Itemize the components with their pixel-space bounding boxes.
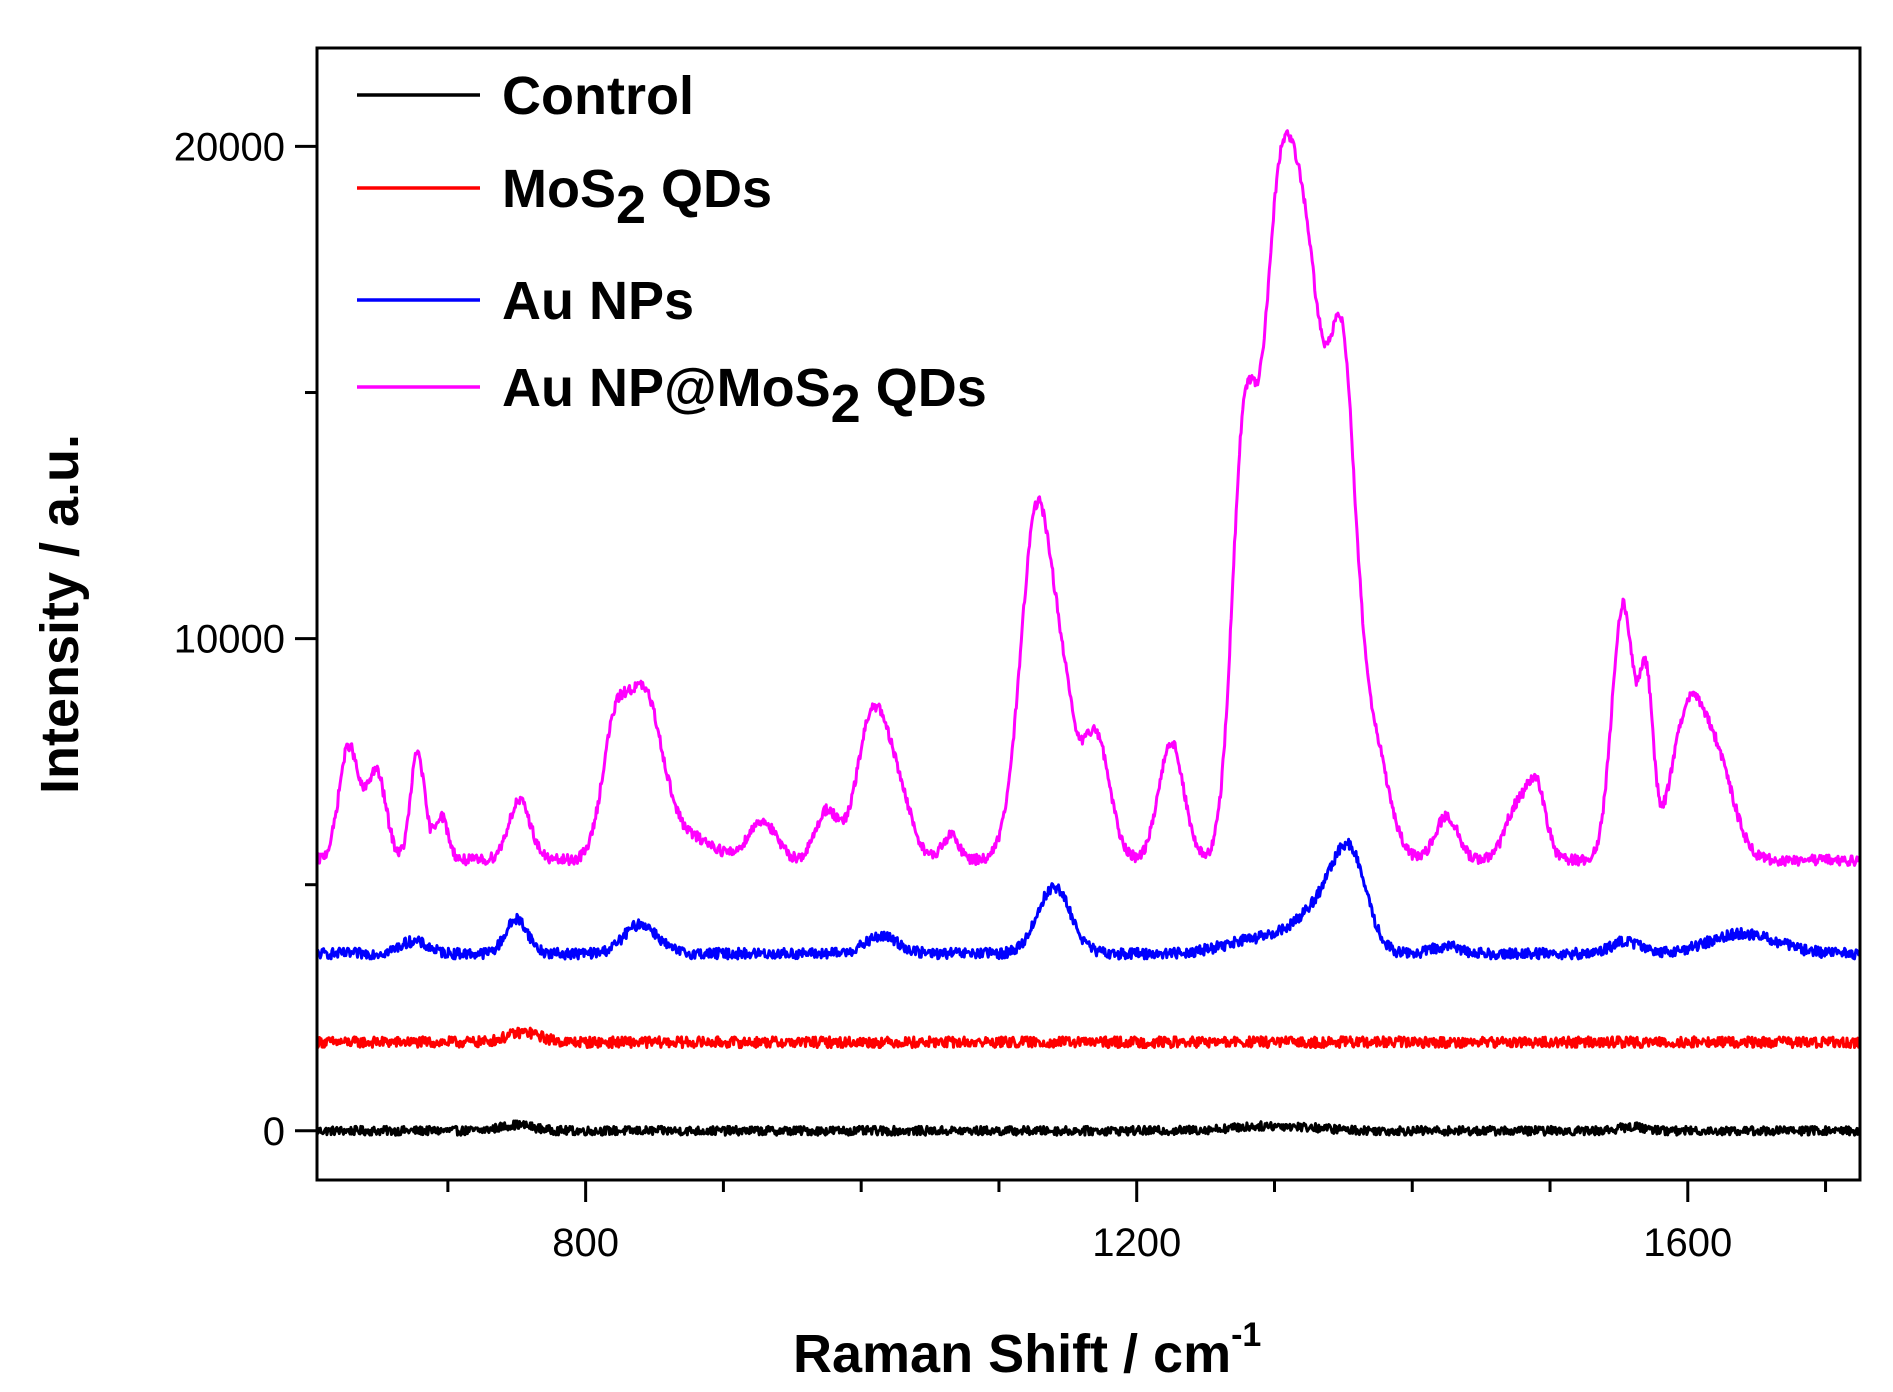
- y-tick-label: 0: [263, 1110, 285, 1154]
- y-axis-title: Intensity / a.u.: [30, 434, 90, 794]
- x-tick-label: 800: [552, 1221, 619, 1265]
- x-axis-title: Raman Shift / cm-1: [793, 1316, 1261, 1384]
- series-line-control: [315, 1119, 1861, 1137]
- series-line-mos2-qds: [315, 1026, 1861, 1050]
- x-tick-label: 1600: [1643, 1221, 1732, 1265]
- legend-label: Au NP@MoS2 QDs: [502, 358, 987, 434]
- legend: Control MoS2 QDs Au NPs Au NP@MoS2 QDs: [357, 66, 987, 434]
- legend-label: Au NPs: [502, 271, 694, 331]
- series-layer: [315, 129, 1861, 1137]
- tick-layer: 0 10000 20000 800 1200 1600: [174, 125, 1828, 1265]
- x-tick-label: 1200: [1092, 1221, 1181, 1265]
- x-axis-title-text: Raman Shift / cm: [793, 1324, 1231, 1384]
- series-line-au-np-mos2-qds: [315, 129, 1861, 867]
- x-axis-title-superscript: -1: [1231, 1316, 1261, 1354]
- legend-label: Control: [502, 66, 694, 126]
- y-tick-label: 20000: [174, 125, 285, 169]
- legend-label: MoS2 QDs: [502, 159, 772, 235]
- series-line-au-nps: [316, 837, 1861, 961]
- y-tick-label: 10000: [174, 618, 285, 662]
- plot-frame: [315, 46, 1862, 1182]
